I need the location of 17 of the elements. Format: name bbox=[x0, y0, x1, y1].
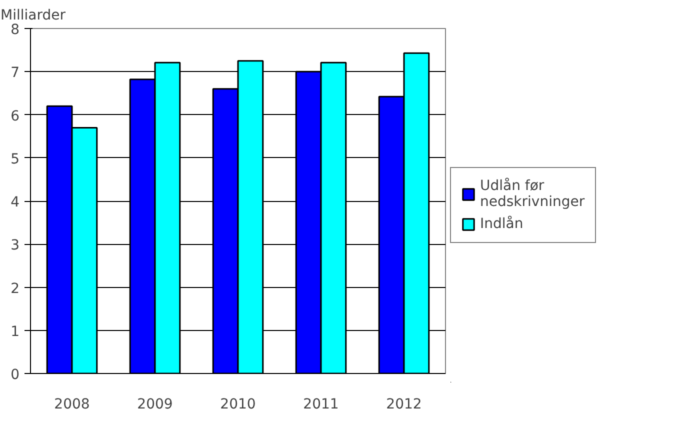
y-tick-label: 4 bbox=[10, 194, 20, 210]
legend-label: Udlån før nedskrivninger bbox=[480, 178, 585, 210]
y-tick-label: 3 bbox=[10, 238, 20, 254]
x-tick-label: 2009 bbox=[137, 396, 173, 412]
y-tick-label: 0 bbox=[10, 367, 20, 383]
y-tick-label: 5 bbox=[10, 151, 20, 168]
y-tick-label: 8 bbox=[10, 22, 20, 38]
y-axis-title: Milliarder bbox=[0, 8, 66, 24]
legend-label: Indlån bbox=[480, 216, 524, 232]
y-tick-label: 7 bbox=[10, 65, 20, 82]
x-tick-label: 2012 bbox=[386, 396, 422, 412]
x-tick-label: 2011 bbox=[303, 396, 339, 412]
x-tick-label: 2008 bbox=[54, 396, 90, 412]
y-tick-label: 1 bbox=[10, 324, 20, 340]
y-tick-label: 2 bbox=[10, 280, 20, 297]
y-tick-label: 6 bbox=[10, 108, 20, 124]
x-tick-label: 2010 bbox=[220, 396, 256, 412]
